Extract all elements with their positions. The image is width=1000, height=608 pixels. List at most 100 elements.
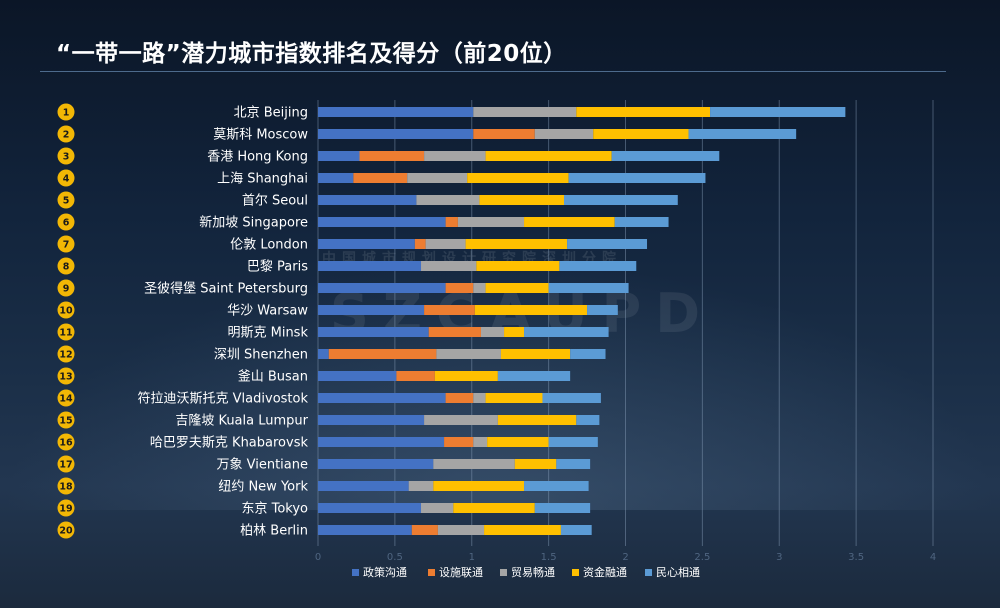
bar-segment [500,349,571,359]
bar-segment [559,261,637,271]
rank-number: 20 [59,526,73,537]
bar-segment [474,305,588,315]
bar-segment [436,349,501,359]
category-label: 圣彼得堡 Saint Petersburg [144,281,308,297]
bar-segment [485,283,549,293]
category-label: 香港 Hong Kong [207,150,308,165]
bar-segment [318,173,354,183]
bar-segment [467,173,569,183]
bar-segment [411,525,438,535]
rank-badge [57,169,75,187]
rank-number: 7 [63,240,70,251]
x-tick-label: 3.5 [848,552,864,563]
rank-badge [57,411,75,429]
rank-number: 14 [59,394,73,405]
category-label: 新加坡 Singapore [199,215,308,231]
bar-segment [587,305,618,315]
rank-number: 9 [63,284,70,295]
rank-number: 15 [59,416,72,427]
bar-segment [473,437,488,447]
bar-segment [524,217,615,227]
bar-segment [318,437,445,447]
rank-badge [57,301,75,319]
bar-segment [407,173,468,183]
bar-segment [318,239,415,249]
rank-badge [57,235,75,253]
rank-badge [57,125,75,143]
rank-badge [57,213,75,231]
page-title: “一带一路”潜力城市指数排名及得分（前20位） [56,41,567,67]
rank-number: 16 [59,438,73,449]
bar-segment [614,217,669,227]
bar-segment [318,305,425,315]
bar-segment [568,173,706,183]
category-label: 釜山 Busan [238,370,308,385]
category-label: 符拉迪沃斯托克 Vladivostok [138,391,309,407]
rank-badge [57,477,75,495]
bar-segment [445,217,458,227]
bar-segment [497,371,571,381]
category-label: 上海 Shanghai [217,172,308,187]
bar-segment [710,107,846,117]
rank-badge [57,147,75,165]
bar-segment [487,437,549,447]
bar-segment [570,349,606,359]
rank-badge [57,103,75,121]
bar-segment [318,525,412,535]
rank-number: 5 [63,196,70,207]
legend-label: 设施联通 [439,566,483,579]
bar-segment [318,107,474,117]
rank-badge [57,191,75,209]
bar-segment [479,195,564,205]
rank-number: 10 [59,306,73,317]
bar-segment [359,151,425,161]
x-tick-label: 1.5 [541,552,557,563]
rank-badge [57,521,75,539]
legend-label: 政策沟通 [363,565,407,579]
bar-segment [318,151,360,161]
legend-label: 贸易畅通 [511,565,555,579]
rank-number: 12 [59,350,72,361]
category-label: 明斯克 Minsk [227,326,308,341]
bar-segment [485,393,543,403]
bar-segment [473,283,486,293]
bar-segment [564,195,678,205]
bar-segment [408,481,434,491]
bar-segment [424,415,498,425]
rank-number: 18 [59,482,73,493]
bar-segment [433,459,515,469]
category-label: 吉隆坡 Kuala Lumpur [175,414,308,429]
bar-segment [444,437,474,447]
category-label: 柏林 Berlin [240,524,308,539]
bar-segment [318,459,434,469]
x-tick-label: 4 [930,552,936,563]
x-tick-label: 2 [622,552,628,563]
bar-segment [457,217,525,227]
bar-segment [421,503,454,513]
rank-badge [57,455,75,473]
bar-segment [542,393,601,403]
x-tick-label: 3 [776,552,782,563]
category-label: 纽约 New York [218,480,308,495]
category-label: 万象 Vientiane [216,458,308,473]
bar-segment [534,129,594,139]
rank-number: 2 [63,130,70,141]
bar-segment [485,151,612,161]
rank-number: 4 [63,174,70,185]
rank-badge [57,345,75,363]
rank-number: 3 [63,152,70,163]
bar-segment [318,283,446,293]
bar-segment [548,437,598,447]
rank-number: 13 [59,372,72,383]
bar-segment [421,261,477,271]
title-divider [40,71,946,72]
x-tick-label: 0.5 [387,552,403,563]
rank-badge [57,279,75,297]
bar-segment [318,129,474,139]
bar-segment [318,371,397,381]
rank-badge [57,433,75,451]
rank-number: 8 [63,262,70,273]
rank-badge [57,367,75,385]
bar-segment [318,349,329,359]
category-label: 北京 Beijing [234,106,308,121]
